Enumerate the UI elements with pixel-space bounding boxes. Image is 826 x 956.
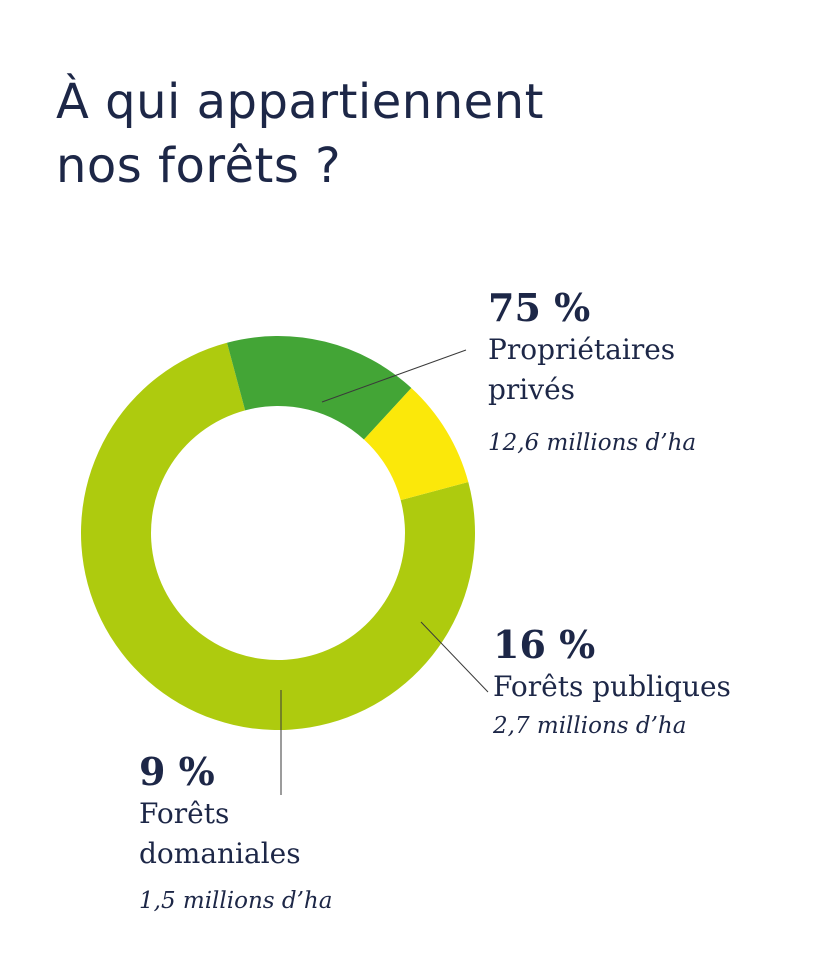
chart-title-line-2: nos forêts ? (56, 138, 342, 194)
name-label-domaniales-line-2: domaniales (139, 837, 301, 870)
donut-slice-prives (81, 342, 475, 730)
percent-label-domaniales: 9 % (139, 749, 215, 794)
chart-title: À qui appartiennent nos forêts ? (56, 70, 776, 198)
leader-lines (280, 349, 489, 795)
name-label-prives-line-2: privés (488, 373, 576, 406)
donut-slice-publiques (227, 335, 412, 440)
amount-label-prives: 12,6 millions d’ha (488, 430, 697, 456)
chart-title-line-1: À qui appartiennent (56, 74, 544, 130)
label-forets-domaniales: 9 % Forêts domaniales 1,5 millions d’ha (139, 750, 439, 916)
amount-label-domaniales: 1,5 millions d’ha (139, 888, 333, 914)
percent-label-publiques: 16 % (493, 622, 596, 667)
leader-line-publiques (420, 621, 489, 693)
label-proprietaires-prives: 75 % Propriétaires privés 12,6 millions … (488, 286, 788, 458)
donut-slice-domaniales (363, 387, 469, 501)
amount-label-publiques: 2,7 millions d’ha (493, 713, 687, 739)
label-forets-publiques: 16 % Forêts publiques 2,7 millions d’ha (493, 623, 793, 741)
name-label-domaniales-line-1: Forêts (139, 797, 230, 830)
name-label-publiques: Forêts publiques (493, 670, 731, 703)
percent-label-prives: 75 % (488, 285, 591, 330)
leader-line-prives (321, 349, 467, 403)
name-label-prives-line-1: Propriétaires (488, 333, 676, 366)
donut-slices (81, 335, 475, 730)
